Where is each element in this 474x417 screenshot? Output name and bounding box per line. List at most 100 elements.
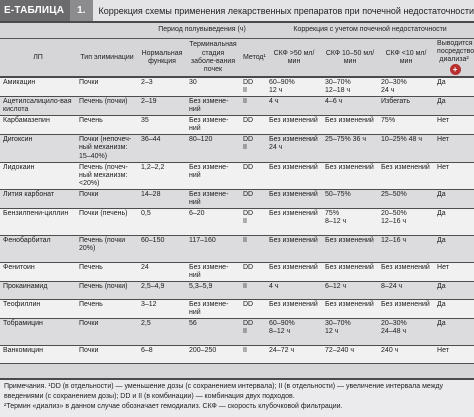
table-row: Ванкомицин Почки 6–8 200–250 II 24–72 ч 72–240… bbox=[0, 345, 474, 364]
cell-gfr-10-50: Без изменений bbox=[325, 300, 374, 308]
table-notes: Примечания. ¹DD (в отдельности) — уменьш… bbox=[0, 378, 474, 417]
cell-gfr-10-50: Без изменений bbox=[325, 163, 374, 171]
cell-halflife-normal: 35 bbox=[141, 117, 149, 125]
cell-halflife-terminal: 30 bbox=[189, 79, 197, 87]
cell-gfr-over-50: 60–90% 8–12 ч bbox=[269, 319, 295, 336]
cell-halflife-normal: 6–8 bbox=[141, 346, 153, 354]
cell-elimination-type: Почки bbox=[79, 319, 99, 327]
table-title-bar: E-ТАБЛИЦА 1. Коррекция схемы применения … bbox=[0, 0, 474, 23]
drug-correction-table: Период полувыведения (ч) Коррекция с уче… bbox=[0, 23, 474, 364]
cell-drug-name: Ванкомицин bbox=[3, 346, 43, 354]
table-number: 1. bbox=[70, 0, 93, 21]
halflife-group-header: Период полувыведения (ч) bbox=[138, 23, 267, 39]
cell-drug-name: Лидокаин bbox=[3, 163, 35, 171]
cell-halflife-terminal: Без измене-ний bbox=[189, 98, 229, 114]
cell-drug-name: Амикацин bbox=[3, 79, 36, 87]
cell-dialysis: Да bbox=[437, 236, 446, 244]
cell-elimination-type: Печень bbox=[79, 117, 103, 125]
cell-method: II bbox=[243, 98, 247, 106]
cell-gfr-10-50: 72–240 ч bbox=[325, 346, 354, 354]
cell-method: II bbox=[243, 236, 247, 244]
cell-dialysis: Нет bbox=[437, 163, 449, 171]
table-row: Фенобарбитал Печень (почки 20%) 60–150 117–… bbox=[0, 235, 474, 263]
cell-halflife-normal: 1,2–2,2 bbox=[141, 163, 165, 171]
table-row: Ацетилсалицило-вая кислота Печень (почки)… bbox=[0, 96, 474, 116]
cell-dialysis: Да bbox=[437, 98, 446, 106]
col-dialysis-label: Выводится посредством диализа² bbox=[437, 40, 474, 64]
cell-gfr-10-50: Без изменений bbox=[325, 117, 374, 125]
cell-drug-name: Тобрамицин bbox=[3, 319, 43, 327]
cell-halflife-terminal: 200–250 bbox=[189, 346, 217, 354]
table-row: Карбамазепин Печень 35 Без измене-ний DD Без … bbox=[0, 115, 474, 135]
cell-halflife-terminal: Без измене-ний bbox=[189, 190, 229, 206]
col-elimination: Тип элиминации bbox=[76, 38, 138, 79]
cell-gfr-under-10: 75% bbox=[381, 117, 396, 125]
cell-elimination-type: Печень (почеч-ный механизм: <20%) bbox=[79, 163, 128, 187]
cell-gfr-10-50: Без изменений bbox=[325, 236, 374, 244]
cell-gfr-10-50: 25–75% 36 ч bbox=[325, 136, 367, 144]
cell-method: DD II bbox=[243, 136, 254, 152]
cell-halflife-normal: 2–3 bbox=[141, 79, 153, 87]
cell-elimination-type: Почки bbox=[79, 79, 99, 87]
cell-drug-name: Фенитоин bbox=[3, 263, 35, 271]
cell-gfr-over-50: Без изменений 24 ч bbox=[269, 136, 318, 152]
notes-line-2: ²Термин «диализ» в данном случае обознач… bbox=[4, 403, 343, 410]
cell-halflife-normal: 0,5 bbox=[141, 209, 151, 217]
cell-gfr-under-10: Избегать bbox=[381, 98, 411, 106]
cell-halflife-normal: 60–150 bbox=[141, 236, 165, 244]
cell-halflife-normal: 36–44 bbox=[141, 136, 161, 144]
cell-gfr-under-10: 10–25% 48 ч bbox=[381, 136, 423, 144]
cell-elimination-type: Печень (почки 20%) bbox=[79, 236, 126, 252]
cell-dialysis: Да bbox=[437, 190, 446, 198]
cell-halflife-normal: 24 bbox=[141, 263, 149, 271]
cell-halflife-terminal: 56 bbox=[189, 319, 197, 327]
cell-halflife-normal: 14–28 bbox=[141, 190, 161, 198]
table-row: Фенитоин Печень 24 Без измене-ний DD Без изме… bbox=[0, 262, 474, 282]
col-method: Метод¹ bbox=[240, 38, 267, 79]
cell-gfr-10-50: 75% 8–12 ч bbox=[325, 209, 347, 225]
col-gfr-under-10: СКФ <10 мл/мин bbox=[378, 38, 435, 79]
cell-halflife-normal: 2–19 bbox=[141, 98, 157, 106]
dialysis-icon: + bbox=[449, 64, 461, 76]
cell-gfr-10-50: 30–70% 12–18 ч bbox=[325, 79, 351, 95]
cell-method: DD bbox=[243, 263, 254, 271]
table-row: Прокаинамид Печень (почки) 2,5–4,9 5,3–5,9 I… bbox=[0, 281, 474, 300]
cell-dialysis: Да bbox=[437, 300, 446, 308]
cell-drug-name: Ацетилсалицило-вая кислота bbox=[3, 98, 72, 114]
cell-drug-name: Карбамазепин bbox=[3, 117, 50, 125]
cell-drug-name: Прокаинамид bbox=[3, 282, 48, 290]
cell-drug-name: Бензилпени-циллин bbox=[3, 209, 69, 217]
cell-gfr-under-10: 12–16 ч bbox=[381, 236, 407, 244]
correction-group-header: Коррекция с учетом почечной недостаточно… bbox=[266, 23, 474, 39]
cell-elimination-type: Печень (почки) bbox=[79, 98, 128, 106]
cell-halflife-normal: 3–12 bbox=[141, 300, 157, 308]
cell-elimination-type: Почки (непочеч-ный механизм: 15–40%) bbox=[79, 136, 132, 160]
cell-dialysis: Нет bbox=[437, 117, 449, 125]
table-title: Коррекция схемы применения лекарственных… bbox=[98, 5, 474, 16]
cell-halflife-terminal: Без измене-ний bbox=[189, 117, 229, 133]
cell-dialysis: Нет bbox=[437, 263, 449, 271]
table-row: Теофиллин Печень 3–12 Без измене-ний DD Без и… bbox=[0, 299, 474, 319]
cell-gfr-under-10: 20–50% 12–16 ч bbox=[381, 209, 407, 225]
cell-method: II bbox=[243, 282, 247, 290]
col-dialysis: Выводится посредством диализа² + bbox=[434, 38, 474, 79]
cell-drug-name: Фенобарбитал bbox=[3, 236, 51, 244]
cell-dialysis: Да bbox=[437, 209, 446, 217]
cell-method: DD bbox=[243, 190, 254, 198]
col-gfr-10-50: СКФ 10–50 мл/мин bbox=[322, 38, 379, 79]
cell-method: II bbox=[243, 346, 247, 354]
cell-gfr-under-10: 20–30% 24–48 ч bbox=[381, 319, 407, 336]
cell-elimination-type: Почки (печень) bbox=[79, 209, 128, 217]
cell-dialysis: Нет bbox=[437, 136, 449, 144]
header-group-row: Период полувыведения (ч) Коррекция с уче… bbox=[0, 23, 474, 39]
table-body: Амикацин Почки 2–3 30 DD II 60–90% 12 ч 30–70%… bbox=[0, 77, 474, 364]
table-tag: E-ТАБЛИЦА bbox=[0, 0, 71, 21]
cell-gfr-under-10: 240 ч bbox=[381, 346, 399, 354]
cell-gfr-under-10: 25–50% bbox=[381, 190, 407, 198]
cell-elimination-type: Печень bbox=[79, 300, 103, 308]
header-column-row: ЛП Тип элиминации Нормальная функция Тер… bbox=[0, 38, 474, 79]
cell-gfr-over-50: 24–72 ч bbox=[269, 346, 295, 354]
cell-dialysis: Нет bbox=[437, 346, 449, 354]
cell-gfr-over-50: Без изменений bbox=[269, 300, 318, 308]
cell-elimination-type: Почки bbox=[79, 346, 99, 354]
